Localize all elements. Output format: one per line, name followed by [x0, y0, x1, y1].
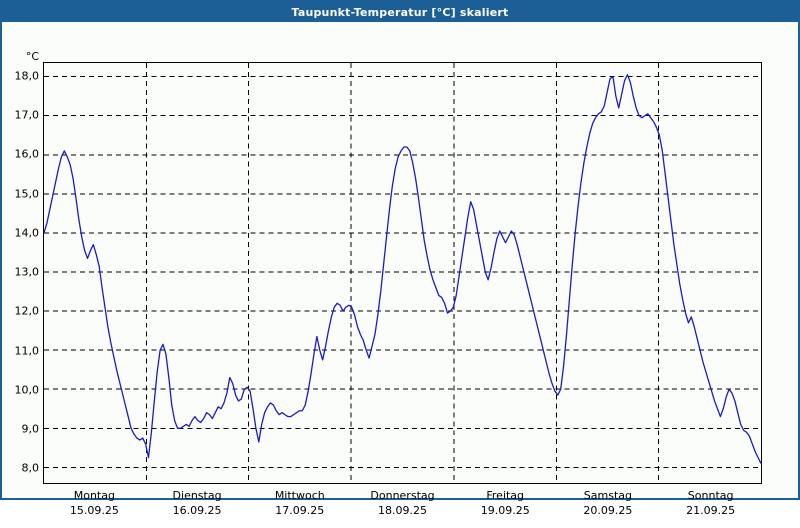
x-axis-date: 21.09.25 [686, 504, 736, 517]
x-axis-date: 16.09.25 [172, 504, 222, 517]
x-axis-day-name: Mittwoch [274, 489, 325, 502]
y-axis-tick-label: 15,0 [14, 187, 40, 200]
y-axis-tick-label: 12,0 [14, 304, 40, 318]
chart-canvas: °C 8,0 9,0 10,0 11,0 12,0 13,0 14,0 15,0 16,0 17,… [2, 22, 798, 517]
y-axis-tick-label: 9,0 [21, 422, 40, 436]
data-series-line [44, 74, 761, 464]
x-axis-date: 19.09.25 [480, 504, 530, 517]
plot-area [43, 62, 762, 484]
page-title: Taupunkt-Temperatur [°C] skaliert [291, 5, 509, 19]
x-axis-day-name: Montag [73, 489, 115, 502]
x-axis-tick-labels: Montag 15.09.25 Dienstag 16.09.25 Mittwoch 17… [43, 488, 762, 528]
x-axis-tick-label: Dienstag 16.09.25 [173, 488, 222, 518]
x-axis-date: 18.09.25 [378, 504, 427, 517]
y-axis-tick-label: 10,0 [14, 383, 40, 397]
x-axis-day-name: Freitag [486, 489, 525, 502]
x-axis-date: 15.09.25 [69, 504, 119, 517]
grid-lines [44, 63, 761, 483]
x-axis-tick-label: Montag 15.09.25 [70, 488, 119, 518]
y-axis-tick-labels: 8,0 9,0 10,0 11,0 12,0 13,0 14,0 15,0 16,0 17,0 18… [2, 62, 40, 484]
y-axis-tick-label: 13,0 [14, 265, 40, 279]
y-axis-tick-label: 14,0 [14, 226, 40, 240]
x-axis-tick-label: Freitag 19.09.25 [481, 488, 530, 518]
x-axis-tick-label: Sonntag 21.09.25 [686, 488, 735, 518]
y-axis-tick-label: 17,0 [14, 108, 40, 122]
x-axis-day-name: Dienstag [172, 489, 222, 502]
x-axis-date: 17.09.25 [275, 504, 325, 517]
x-axis-tick-label: Samstag 20.09.25 [583, 488, 632, 518]
y-axis-tick-label: 16,0 [14, 147, 40, 161]
window-title-bar: Taupunkt-Temperatur [°C] skaliert [2, 2, 798, 22]
y-axis-tick-label: 18,0 [14, 69, 40, 83]
x-axis-date: 20.09.25 [583, 504, 633, 517]
y-axis-tick-label: 11,0 [14, 344, 40, 358]
x-axis-day-name: Sonntag [687, 489, 734, 502]
x-axis-day-name: Samstag [583, 489, 633, 502]
y-axis-unit-label: °C [25, 50, 39, 63]
x-axis-day-name: Donnerstag [370, 489, 435, 502]
y-axis-tick-label: 8,0 [21, 461, 40, 475]
chart-window: Taupunkt-Temperatur [°C] skaliert °C 8,0… [0, 0, 800, 517]
x-axis-tick-label: Donnerstag 18.09.25 [370, 488, 434, 518]
x-axis-tick-label: Mittwoch 17.09.25 [275, 488, 325, 518]
